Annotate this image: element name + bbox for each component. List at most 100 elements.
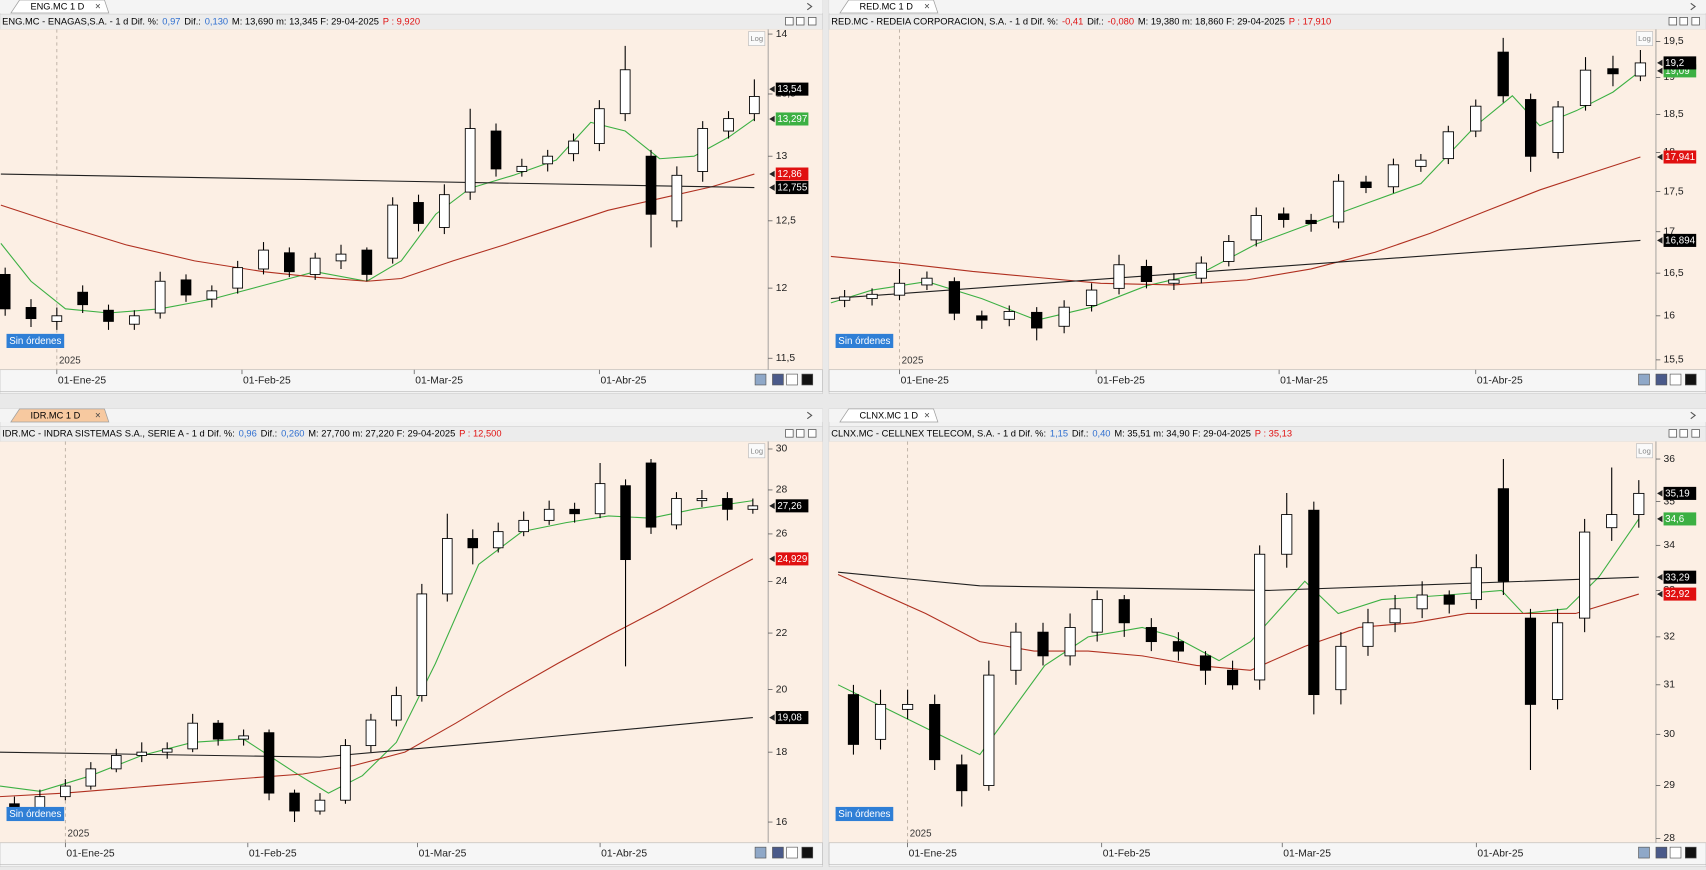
scroll-arrow[interactable] [1690,411,1697,420]
orders-label[interactable]: Sin órdenes [9,336,61,347]
window-minimize[interactable] [1668,17,1678,26]
candle-body [902,703,914,710]
candle-body [1308,509,1320,696]
toolbar-tool[interactable] [754,846,767,859]
toolbar-window[interactable] [1669,846,1682,859]
tab-close[interactable]: × [924,2,930,13]
y-tick-label: 17 [1664,226,1676,237]
toolbar-save[interactable] [1655,846,1668,859]
toolbar-tool[interactable] [754,373,767,386]
window-maximize[interactable] [1679,429,1688,438]
tab-close[interactable]: × [95,2,101,13]
log-label[interactable]: Log [750,446,763,455]
price-pointer [1657,490,1663,497]
y-tick-label: 30 [1664,729,1676,740]
candle-body [1199,655,1212,671]
candle-body [413,202,424,224]
candle-body [212,722,224,740]
scroll-arrow[interactable] [1690,2,1697,11]
candle-body [1389,608,1401,624]
orders-label[interactable]: Sin órdenes [9,809,61,820]
log-label[interactable]: Log [1638,446,1651,455]
y-tick-label: 16 [776,817,788,828]
log-button[interactable] [1636,31,1654,47]
tab-close[interactable]: × [95,411,101,422]
window-close[interactable] [808,17,817,26]
toolbar-tool[interactable] [1638,373,1650,386]
orders-label[interactable]: Sin órdenes [838,809,890,820]
x-tick-label: 01-Feb-25 [249,848,297,859]
year-label: 2025 [68,829,90,840]
orders-badge[interactable] [6,333,65,348]
header-part: Dif.: [1072,429,1089,439]
toolbar-save[interactable] [772,373,784,386]
candle-body [645,155,657,215]
candle-body [258,249,269,270]
scroll-arrow[interactable] [806,411,813,420]
y-tick-label: 28 [776,485,788,496]
toolbar-window[interactable] [786,846,798,859]
toolbar-fill[interactable] [1685,373,1697,386]
window-minimize[interactable] [785,429,794,438]
tab-label[interactable]: ENG.MC 1 D [30,2,84,12]
log-button[interactable] [748,31,766,47]
header-part: -0,080 [1108,17,1135,27]
header-part: Dif.: [184,17,201,27]
y-tick-label: 13 [776,151,788,162]
candle-body [232,267,244,289]
candle-body [103,309,114,322]
candle-body [1634,62,1647,77]
candle-body [542,155,554,165]
window-close[interactable] [1691,17,1700,26]
log-button[interactable] [1636,443,1654,459]
x-tick-label: 01-Ene-25 [58,375,106,386]
candle-body [1415,159,1427,167]
tab-close[interactable]: × [924,411,930,422]
header-part: 0,130 [205,17,228,27]
log-button[interactable] [748,443,766,459]
toolbar-fill[interactable] [801,846,814,859]
candle-body [34,796,46,808]
window-minimize[interactable] [1668,429,1678,438]
log-label[interactable]: Log [1638,34,1651,43]
x-tick-label: 01-Feb-25 [243,375,291,386]
window-close[interactable] [808,429,817,438]
window-maximize[interactable] [1679,17,1688,26]
window-minimize[interactable] [785,17,794,26]
toolbar-tool[interactable] [1638,846,1650,859]
orders-label[interactable]: Sin órdenes [838,336,890,347]
tab-label[interactable]: RED.MC 1 D [860,2,914,12]
tab-shape[interactable] [10,408,110,423]
tab-label[interactable]: IDR.MC 1 D [30,410,80,420]
orders-badge[interactable] [6,806,65,822]
window-close[interactable] [1691,429,1700,438]
toolbar-save[interactable] [772,846,784,859]
orders-badge[interactable] [835,333,894,348]
window-maximize[interactable] [796,429,805,438]
candle-body [1058,306,1070,327]
window-maximize[interactable] [796,17,805,26]
tab-shape[interactable] [839,408,939,423]
candle-body [1250,215,1262,241]
plot-layer [0,29,760,370]
tab-label[interactable]: CLNX.MC 1 D [860,410,919,420]
candle-body [516,165,528,172]
candle-body [893,282,906,296]
y-tick-label: 14 [776,29,788,40]
scroll-arrow[interactable] [806,2,813,11]
candle-body [1579,531,1591,619]
log-label[interactable]: Log [750,34,763,43]
toolbar-fill[interactable] [801,373,814,386]
candle-body [1497,51,1509,97]
orders-badge[interactable] [835,806,894,822]
tab-shape[interactable] [10,0,110,14]
tab-shape[interactable] [839,0,939,14]
toolbar-save[interactable] [1655,373,1668,386]
toolbar-window[interactable] [786,373,798,386]
candle-body [948,281,961,314]
moving-average [830,156,1641,286]
toolbar-window[interactable] [1669,373,1682,386]
toolbar-fill[interactable] [1685,846,1697,859]
header-part: ENG.MC - ENAGAS,S.A. - 1 d Dif. %: [2,17,158,27]
